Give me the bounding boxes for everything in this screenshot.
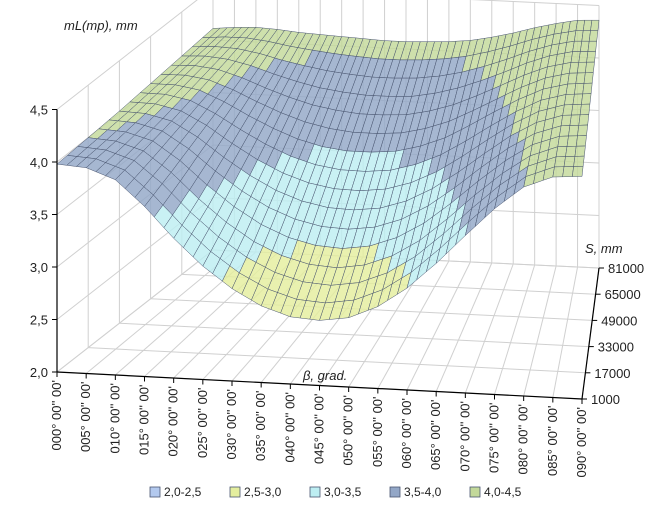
x-tick-label: 090° 00'' 00' bbox=[574, 407, 589, 477]
surface-cell bbox=[563, 156, 576, 167]
x-tick-label: 030° 00'' 00' bbox=[224, 389, 239, 459]
z-gridline bbox=[56, 0, 600, 110]
surface-cell bbox=[555, 146, 568, 158]
surface-cell bbox=[582, 82, 593, 95]
z-tick-label: 2,0 bbox=[30, 365, 48, 380]
surface-cell bbox=[565, 145, 577, 157]
x-tick-label: 010° 00'' 00' bbox=[107, 383, 122, 453]
x-tick-label: 040° 00'' 00' bbox=[282, 392, 297, 462]
surface-cell bbox=[565, 83, 577, 95]
x-tick-label: 070° 00'' 00' bbox=[457, 401, 472, 471]
legend-swatch bbox=[469, 486, 481, 498]
surface-cell bbox=[559, 125, 571, 137]
surface-cell bbox=[590, 19, 600, 31]
surface-cell bbox=[578, 114, 590, 126]
x-tick-label: 055° 00'' 00' bbox=[370, 396, 385, 466]
y-tick-label: 81000 bbox=[608, 261, 644, 276]
z-tick-label: 4,5 bbox=[30, 103, 48, 118]
surface-cell bbox=[577, 124, 588, 137]
surface-cell bbox=[566, 135, 578, 147]
x-tick-label: 015° 00'' 00' bbox=[137, 385, 152, 455]
y-tick-label: 49000 bbox=[601, 313, 637, 328]
y-axis-line bbox=[581, 267, 600, 400]
x-gridline-floor bbox=[552, 266, 579, 398]
surface-cell bbox=[575, 72, 586, 84]
y-gridline-floor bbox=[150, 298, 593, 321]
y-gridline-floor bbox=[119, 322, 589, 348]
y-tick-label: 65000 bbox=[605, 287, 641, 302]
surface-cell bbox=[583, 72, 594, 84]
surface-cell bbox=[581, 93, 592, 105]
surface-cell bbox=[571, 104, 582, 116]
surface-cell bbox=[569, 114, 581, 126]
surface-cell bbox=[579, 103, 591, 116]
z-tick-label: 2,5 bbox=[30, 313, 48, 328]
x-gridline-floor bbox=[377, 260, 450, 389]
surface-cell bbox=[552, 166, 565, 178]
surface-plot bbox=[56, 19, 600, 321]
surface-cell bbox=[577, 61, 587, 74]
z-tick-label: 4,0 bbox=[30, 155, 48, 170]
surface-cell bbox=[568, 125, 580, 137]
surface-cell bbox=[586, 51, 596, 63]
x-tick-label: 020° 00'' 00' bbox=[166, 386, 181, 456]
y-axis-title: S, mm bbox=[585, 241, 623, 256]
y-tick-label: 1000 bbox=[591, 392, 620, 407]
x-tick-label: 000° 00'' 00' bbox=[49, 380, 64, 450]
x-gridline-floor bbox=[56, 249, 214, 373]
z-tick-label: 3,0 bbox=[30, 260, 48, 275]
legend-swatch bbox=[229, 486, 241, 498]
surface-cell bbox=[588, 30, 599, 42]
x-tick-label: 080° 00'' 00' bbox=[516, 404, 531, 474]
x-tick-label: 075° 00'' 00' bbox=[487, 403, 502, 473]
surface-cell bbox=[562, 166, 574, 178]
x-tick-label: 005° 00'' 00' bbox=[78, 382, 93, 452]
surface-cell bbox=[572, 166, 584, 177]
legend-swatch bbox=[389, 486, 401, 498]
surface-cell bbox=[585, 61, 595, 74]
surface-cell bbox=[572, 93, 583, 105]
x-gridline-floor bbox=[523, 265, 557, 397]
x-tick-label: 050° 00'' 00' bbox=[341, 395, 356, 465]
legend-entry: 3,5-4,0 bbox=[404, 485, 442, 499]
x-gridline-floor bbox=[406, 261, 471, 391]
x-tick-label: 035° 00'' 00' bbox=[253, 391, 268, 461]
x-tick-label: 065° 00'' 00' bbox=[428, 400, 443, 470]
legend-swatch bbox=[149, 486, 161, 498]
legend-entry: 2,5-3,0 bbox=[244, 485, 282, 499]
x-gridline-floor bbox=[435, 262, 493, 392]
legend-entry: 2,0-2,5 bbox=[164, 485, 202, 499]
x-tick-label: 025° 00'' 00' bbox=[195, 387, 210, 457]
legend: 2,0-2,5 2,5-3,0 3,0-3,5 3,5-4,0 4,0-4,5 bbox=[149, 485, 522, 499]
x-gridline-floor bbox=[464, 263, 514, 394]
surface-cell bbox=[573, 155, 585, 167]
x-tick-label: 045° 00'' 00' bbox=[312, 394, 327, 464]
y-tick-label: 17000 bbox=[594, 366, 630, 381]
x-gridline-floor bbox=[494, 264, 536, 395]
surface-cell bbox=[575, 135, 587, 147]
surface-cell bbox=[574, 83, 585, 95]
surface-cell bbox=[587, 40, 597, 52]
legend-entry: 3,0-3,5 bbox=[324, 485, 362, 499]
x-tick-label: 060° 00'' 00' bbox=[399, 398, 414, 468]
x-axis-title: β, grad. bbox=[302, 368, 347, 383]
legend-swatch bbox=[309, 486, 321, 498]
z-axis-title: mL(mp), mm bbox=[64, 18, 138, 33]
x-tick-label: 085° 00'' 00' bbox=[545, 405, 560, 475]
y-tick-label: 33000 bbox=[598, 340, 634, 355]
surface-cell bbox=[557, 135, 569, 147]
z-tick-label: 3,5 bbox=[30, 208, 48, 223]
y-gridline-floor bbox=[88, 347, 586, 374]
surface-cell bbox=[554, 156, 566, 168]
chart-axes: 2,0 2,5 3,0 3,5 4,0 4,5 000° 00'' 00' 005° 00''… bbox=[30, 103, 644, 478]
legend-entry: 4,0-4,5 bbox=[484, 485, 522, 499]
surface-cell bbox=[574, 145, 586, 157]
